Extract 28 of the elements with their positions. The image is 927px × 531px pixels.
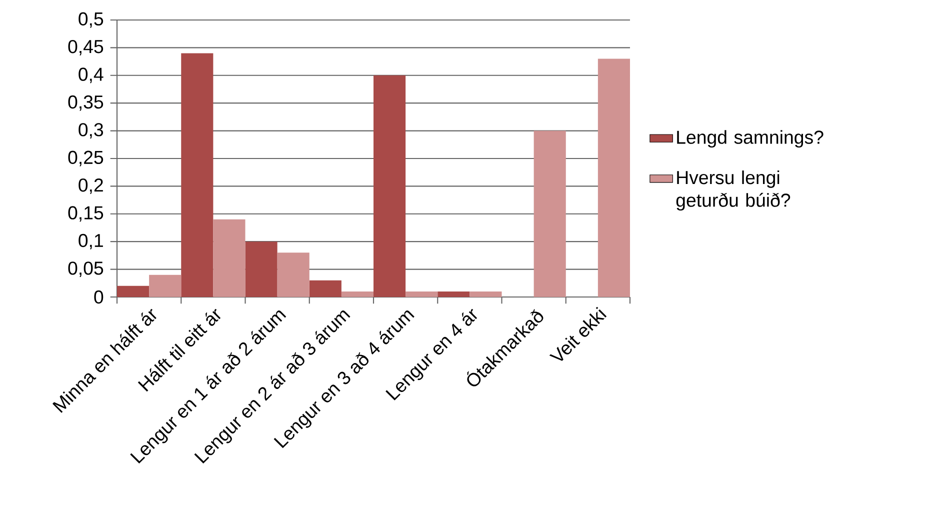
y-tick-label: 0,05 (68, 262, 104, 277)
y-tick-label: 0 (94, 290, 104, 304)
bar (598, 58, 630, 297)
bar (245, 242, 278, 297)
legend-label: Hversu lengi geturðu búið? (676, 170, 790, 211)
bar (181, 53, 214, 297)
y-tick-label: 0,15 (68, 206, 104, 222)
bar (117, 286, 150, 297)
bar (470, 291, 502, 297)
bar (534, 130, 566, 297)
bar (374, 75, 406, 297)
legend-label: Lengd samnings? (677, 130, 824, 148)
y-tick-label: 0,5 (78, 12, 104, 28)
y-tick-label: 0,35 (68, 95, 104, 111)
y-tick-label: 0,4 (78, 68, 104, 84)
bar (406, 291, 438, 297)
x-tick-label: Veit ekki (549, 306, 607, 361)
y-tick-label: 0,3 (78, 123, 104, 138)
y-tick-label: 0,45 (68, 40, 104, 56)
bar (438, 291, 470, 297)
bar (277, 252, 310, 297)
y-tick-label: 0,25 (68, 150, 104, 166)
bar (213, 219, 246, 297)
y-tick-label: 0,1 (78, 234, 103, 250)
bar (149, 274, 182, 297)
y-tick-label: 0,2 (78, 178, 103, 194)
bar (341, 291, 374, 297)
bar (309, 280, 342, 297)
